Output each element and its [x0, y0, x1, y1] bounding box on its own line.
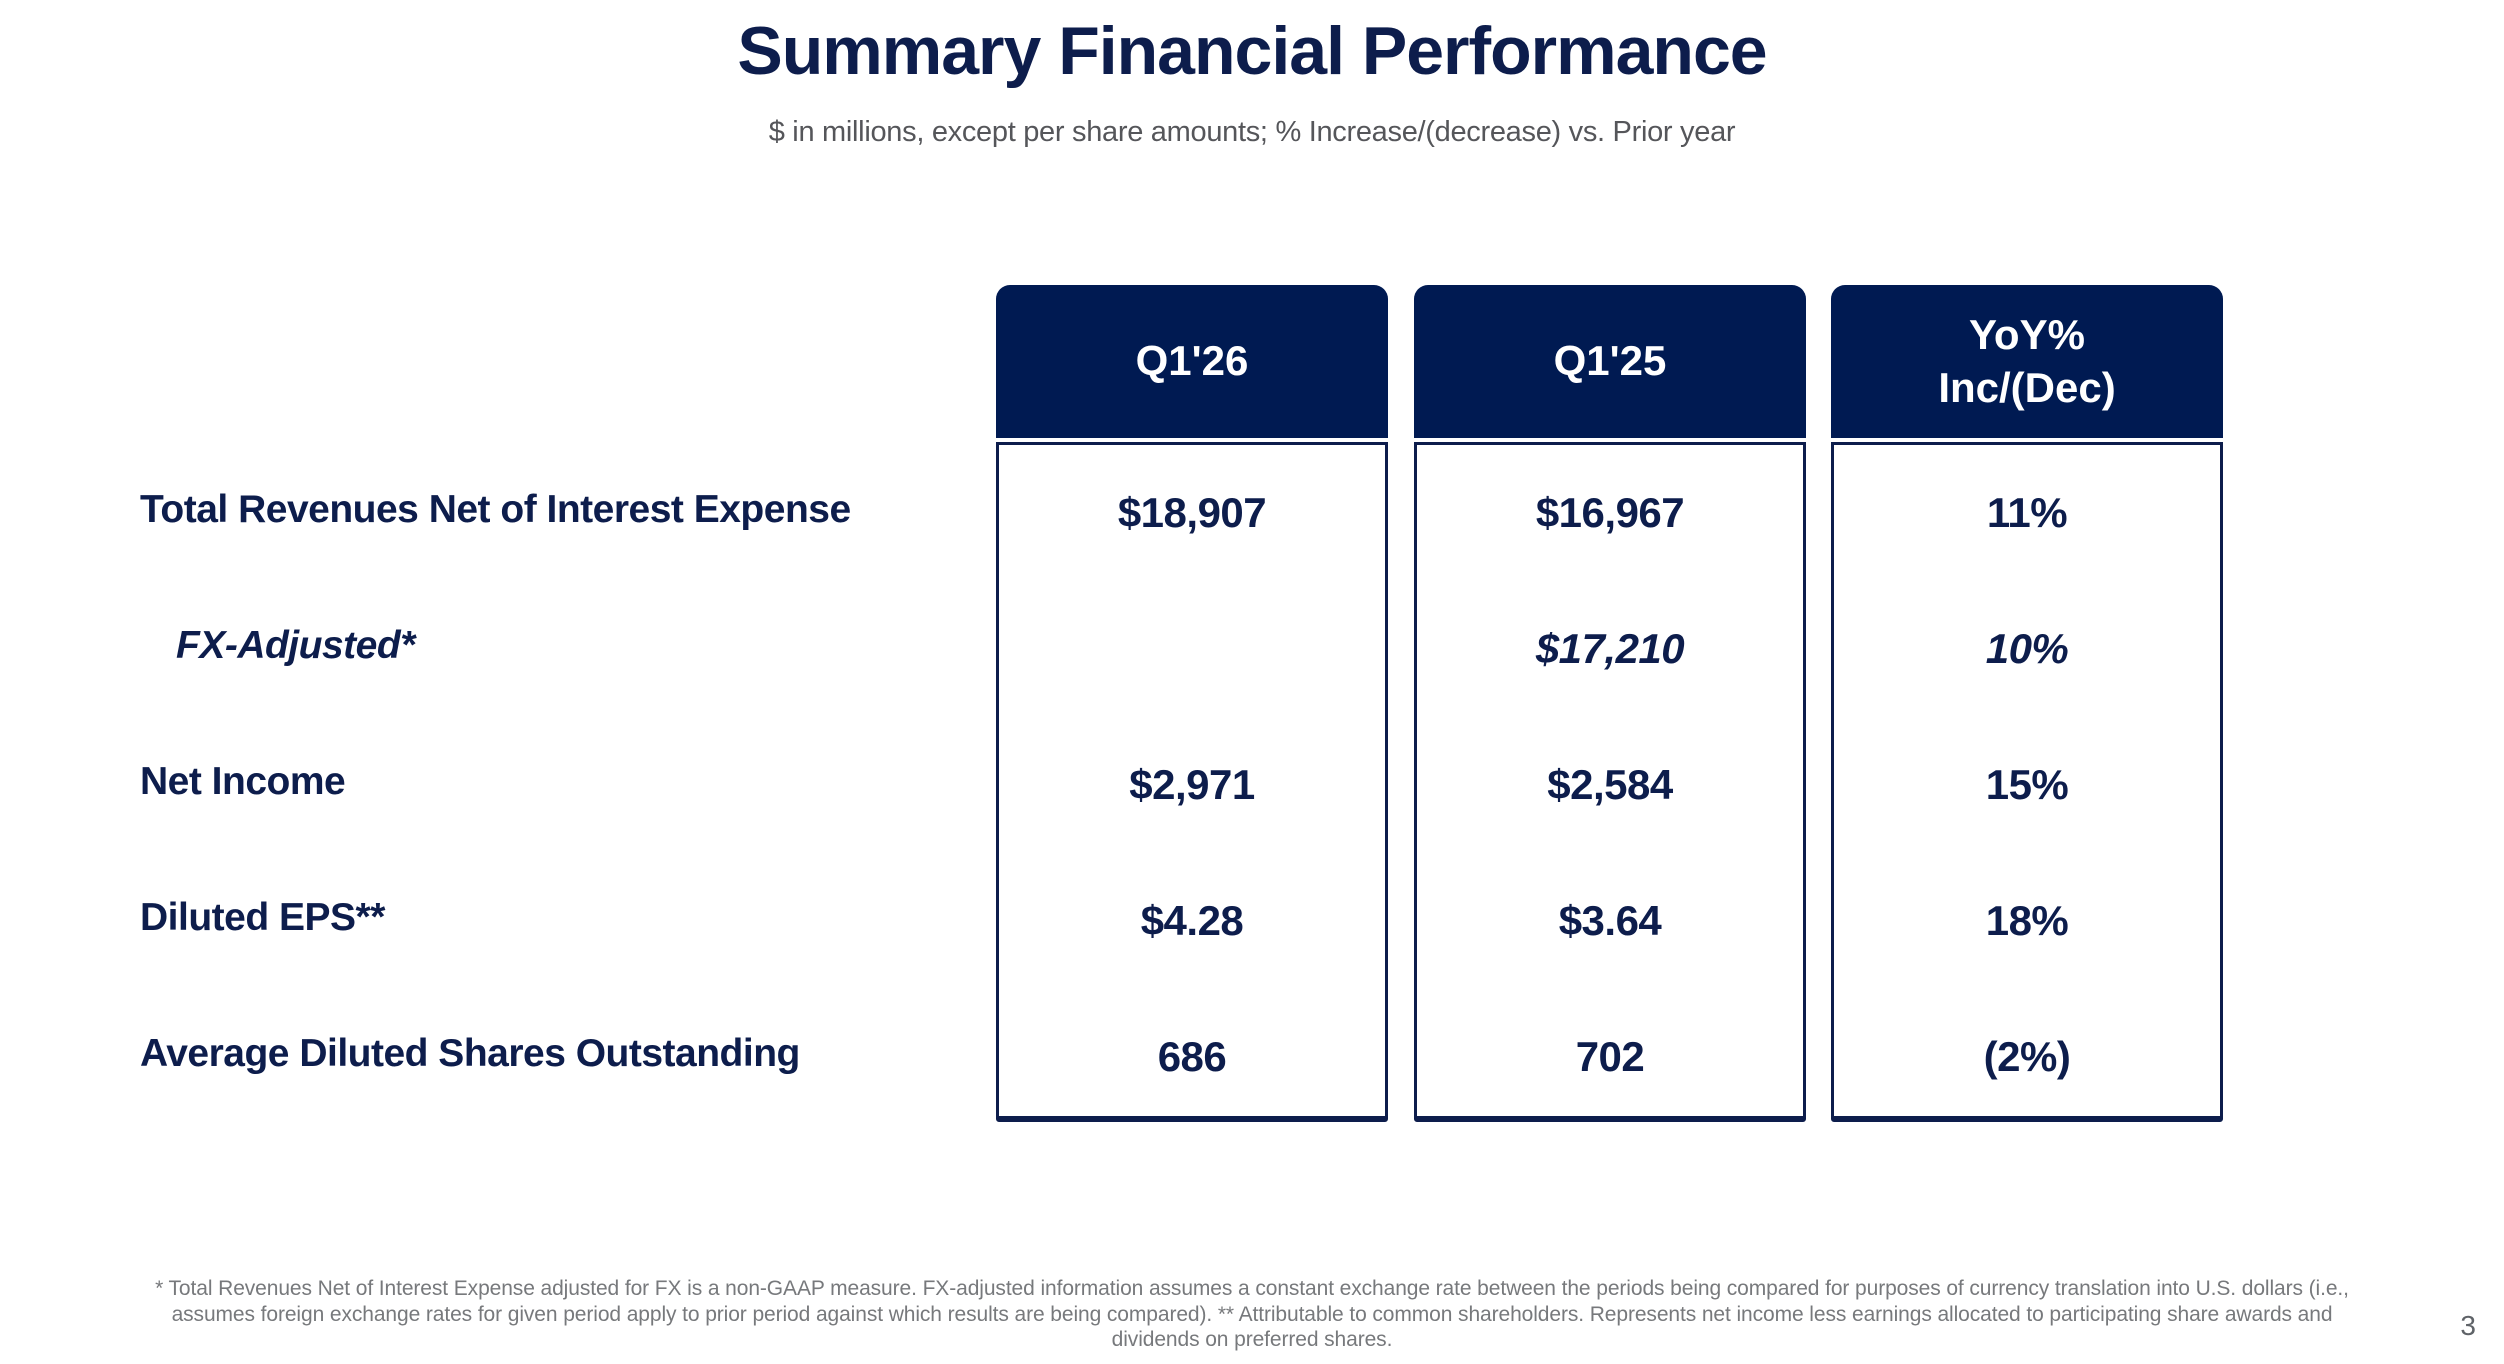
slide-title: Summary Financial Performance — [737, 13, 1767, 89]
cell-avg-diluted-shares-q1-26: 686 — [1157, 1033, 1227, 1080]
row-labels: Total Revenues Net of Interest Expense F… — [140, 442, 980, 1122]
cell-diluted-eps-q1-26: $4.28 — [1140, 897, 1244, 944]
cell-total-revenues-q1-26: $18,907 — [1117, 489, 1267, 536]
footnote: * Total Revenues Net of Interest Expense… — [155, 1277, 2349, 1352]
cell-total-revenues-yoy: 11% — [1986, 489, 2068, 536]
cell-net-income-yoy: 15% — [1985, 761, 2069, 808]
cell-diluted-eps-q1-25: $3.64 — [1558, 897, 1662, 944]
row-label-net-income: Net Income — [140, 760, 346, 803]
cell-fx-adjusted-q1-25: $17,210 — [1535, 625, 1685, 672]
column-header-yoy: YoY% Inc/(Dec) — [1831, 285, 2223, 438]
cell-total-revenues-q1-25: $16,967 — [1535, 489, 1685, 536]
column-header-q1-26: Q1'26 — [996, 285, 1388, 438]
row-label-diluted-eps: Diluted EPS** — [140, 896, 385, 939]
column-body-q1-25: $16,967 $17,210 $2,584 $3.64 702 — [1414, 442, 1806, 1122]
cell-fx-adjusted-yoy: 10% — [1985, 625, 2069, 672]
page-number: 3 — [2460, 1310, 2476, 1341]
column-yoy: YoY% Inc/(Dec) 11% 10% 15% 18% (2%) — [1831, 285, 2223, 1122]
cell-avg-diluted-shares-yoy: (2%) — [1983, 1033, 2071, 1080]
cell-avg-diluted-shares-q1-25: 702 — [1575, 1033, 1645, 1080]
cell-diluted-eps-yoy: 18% — [1985, 897, 2069, 944]
slide-subtitle: $ in millions, except per share amounts;… — [768, 116, 1736, 148]
column-q1-26: Q1'26 $18,907 $2,971 $4.28 686 — [996, 285, 1388, 1122]
cell-fx-adjusted-q1-26 — [999, 581, 1385, 717]
cell-net-income-q1-26: $2,971 — [1129, 761, 1255, 808]
column-q1-25: Q1'25 $16,967 $17,210 $2,584 $3.64 702 — [1414, 285, 1806, 1122]
column-body-yoy: 11% 10% 15% 18% (2%) — [1831, 442, 2223, 1122]
column-body-q1-26: $18,907 $2,971 $4.28 686 — [996, 442, 1388, 1122]
row-label-total-revenues: Total Revenues Net of Interest Expense — [140, 488, 851, 531]
row-label-avg-diluted-shares: Average Diluted Shares Outstanding — [140, 1032, 800, 1075]
column-header-q1-25: Q1'25 — [1414, 285, 1806, 438]
row-label-fx-adjusted: FX-Adjusted* — [176, 624, 415, 667]
cell-net-income-q1-25: $2,584 — [1547, 761, 1673, 808]
